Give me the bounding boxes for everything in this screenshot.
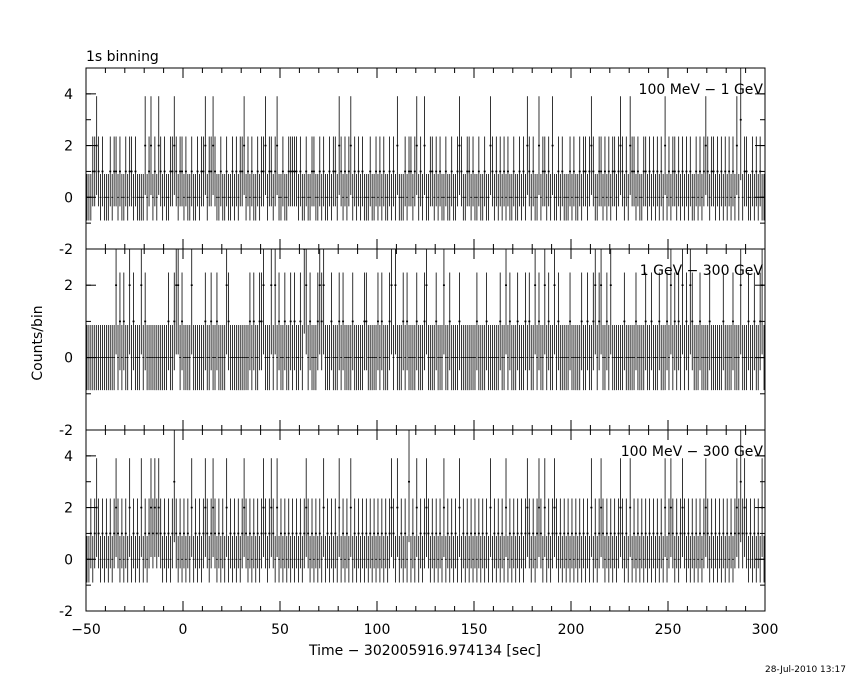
y-tick-label: 4 — [64, 449, 73, 465]
y-tick-label: 4 — [64, 87, 73, 103]
x-tick-label: 150 — [461, 622, 488, 638]
x-tick-label: 100 — [364, 622, 391, 638]
panel-label: 100 MeV − 300 GeV — [621, 444, 764, 460]
y-tick-label: -2 — [59, 604, 73, 620]
x-tick-label: 250 — [655, 622, 682, 638]
panel-3-bins — [86, 430, 765, 583]
x-tick-label: −50 — [71, 622, 101, 638]
y-tick-label: -2 — [59, 423, 73, 439]
x-tick-label: 300 — [752, 622, 779, 638]
y-tick-label: 2 — [64, 139, 73, 155]
x-axis-label: Time − 302005916.974134 [sec] — [308, 643, 541, 659]
y-tick-label: 0 — [64, 351, 73, 367]
y-tick-label: 2 — [64, 501, 73, 517]
panel-2: -2 0 2 1 GeV − 300 GeV — [59, 248, 766, 439]
y-tick-label: 2 — [64, 278, 73, 294]
panel-3-frame — [85, 429, 766, 612]
panel-label: 1 GeV − 300 GeV — [640, 263, 764, 279]
y-axis-label: Counts/bin — [30, 305, 46, 380]
x-tick-label: 200 — [558, 622, 585, 638]
panel-2-bins — [86, 249, 765, 391]
panel-1-bins — [86, 68, 765, 221]
y-tick-label: -2 — [59, 242, 73, 258]
x-tick-label: 0 — [179, 622, 188, 638]
panel-3: -2 0 2 4 100 MeV − 300 GeV — [59, 429, 766, 620]
panel-label: 100 MeV − 1 GeV — [639, 82, 764, 98]
y-tick-label: 0 — [64, 552, 73, 568]
figure-title: 1s binning — [86, 49, 159, 65]
timestamp: 28-Jul-2010 13:17 — [765, 665, 846, 675]
panel-1: -2 0 2 4 100 MeV − 1 GeV — [59, 67, 766, 258]
x-tick-label: 50 — [271, 622, 289, 638]
y-tick-label: 0 — [64, 190, 73, 206]
